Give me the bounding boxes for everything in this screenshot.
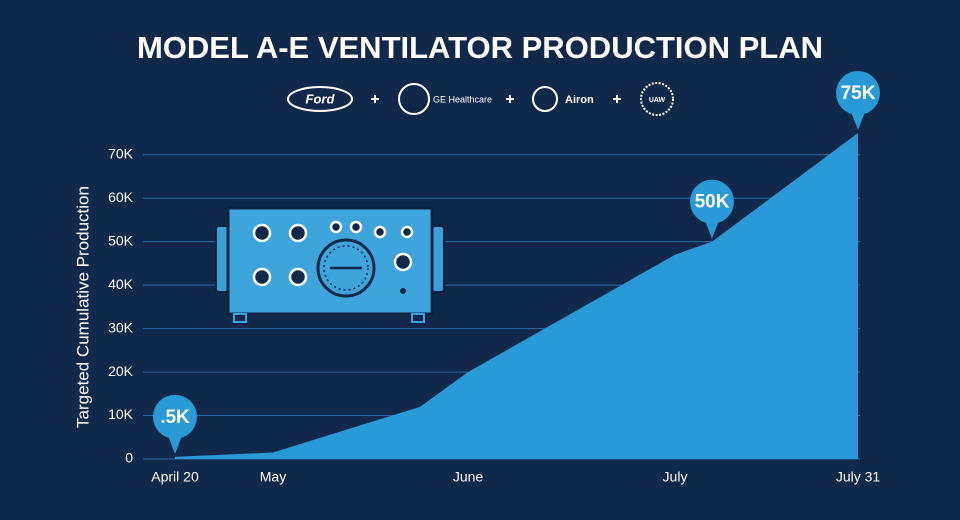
callout-bubble xyxy=(153,394,197,439)
partner-name: Airon xyxy=(565,94,594,106)
y-tick-label: 40K xyxy=(108,276,134,292)
y-tick-label: 10K xyxy=(108,406,134,422)
airon-logo xyxy=(532,86,558,112)
ge-logo xyxy=(398,83,430,115)
data-label: 50K xyxy=(695,192,730,213)
callout-bubble xyxy=(851,112,865,130)
partner-name: UAW xyxy=(649,97,666,104)
partner-logos: Ford GE Healthcare Airon UAW xyxy=(287,82,674,116)
x-tick-label: April 20 xyxy=(151,469,199,485)
callout-bubble xyxy=(836,71,880,115)
plus xyxy=(613,95,621,103)
callout-bubble xyxy=(690,179,734,224)
y-tick-label: 70K xyxy=(108,145,134,161)
partner-name: GE Healthcare xyxy=(433,94,492,104)
x-tick-label: July xyxy=(663,469,688,485)
uaw-logo xyxy=(640,82,674,116)
partner-name: Ford xyxy=(306,91,336,106)
y-axis-label: Targeted Cumulative Production xyxy=(73,186,92,428)
plus xyxy=(506,95,514,103)
y-tick-label: 60K xyxy=(108,189,134,205)
x-tick-label: June xyxy=(453,469,484,485)
chart-title: MODEL A-E VENTILATOR PRODUCTION PLAN xyxy=(137,30,823,65)
x-tick-label: July 31 xyxy=(836,469,881,485)
data-label: 75K xyxy=(841,83,876,104)
callout-bubble xyxy=(705,220,719,239)
plus xyxy=(371,95,379,103)
callout-bubble xyxy=(168,435,182,454)
data-label: .5K xyxy=(160,407,190,428)
ventilator-illustration xyxy=(215,206,445,323)
ford-logo xyxy=(287,86,353,112)
y-tick-label: 30K xyxy=(108,319,134,335)
y-tick-label: 50K xyxy=(108,232,134,248)
area xyxy=(175,133,858,459)
y-tick-label: 0 xyxy=(125,450,133,466)
x-tick-label: May xyxy=(260,469,286,485)
y-tick-label: 20K xyxy=(108,363,134,379)
